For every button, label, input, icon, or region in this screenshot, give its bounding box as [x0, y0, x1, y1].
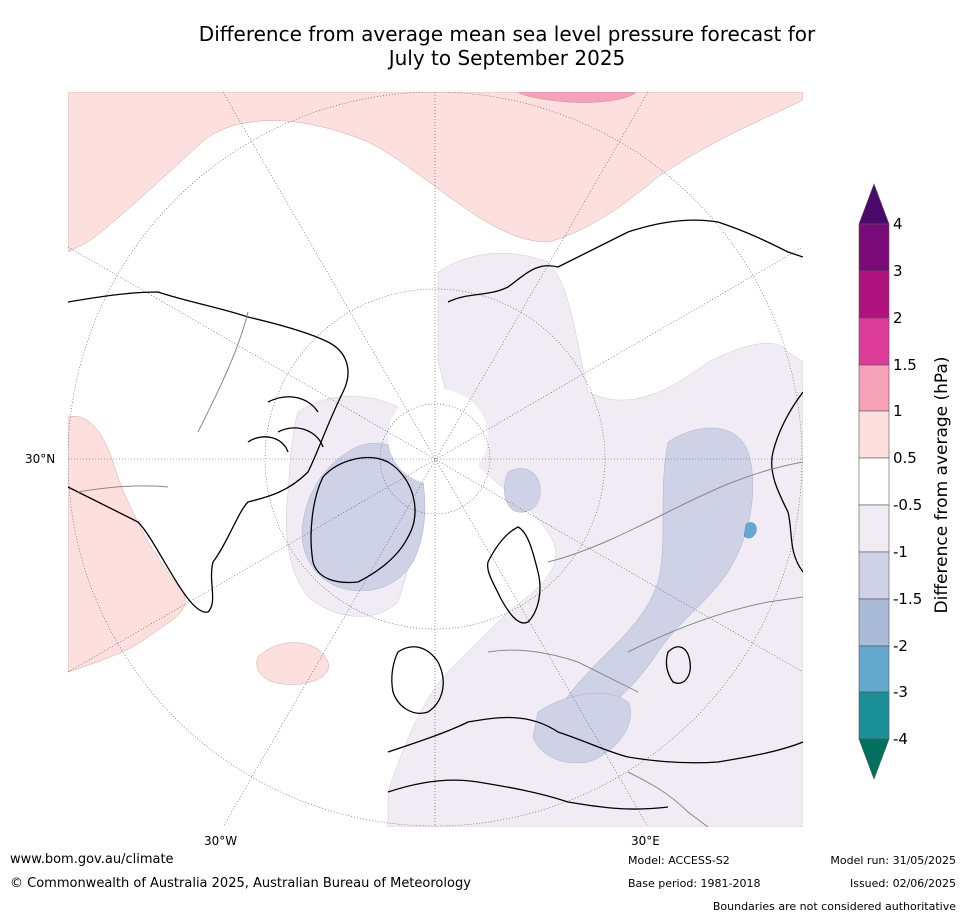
- colorbar-tick-3: 3: [893, 262, 903, 280]
- coast-greenland: [310, 457, 416, 584]
- coast-europe-west: [391, 646, 444, 714]
- colorbar-segment-1-to-1.5: [858, 364, 890, 412]
- footer-boundaries-note: Boundaries are not considered authoritat…: [712, 900, 956, 913]
- colorbar-tick-minus0.5: -0.5: [893, 496, 923, 514]
- footer-issued: Issued: 02/06/2025: [849, 877, 956, 890]
- anomaly-mediterranean: [532, 693, 631, 764]
- lat-label-30n: 30°N: [25, 452, 56, 466]
- footer-url[interactable]: www.bom.gov.au/climate: [10, 852, 174, 867]
- colorbar-segment-minus0.5-to-minus1: [858, 504, 890, 553]
- colorbar-tick-1.5: 1.5: [893, 356, 917, 374]
- chart-title: Difference from average mean sea level p…: [0, 22, 965, 70]
- colorbar-segment-neutral: [858, 457, 890, 506]
- footer-model: Model: ACCESS-S2: [628, 854, 730, 867]
- anomaly-negative-mid: [301, 427, 754, 764]
- footer-base-period: Base period: 1981-2018: [628, 877, 761, 890]
- boundaries: [77, 311, 803, 827]
- colorbar-segment-3-to-4: [858, 223, 890, 272]
- colorbar-segment-below-minus4: [858, 738, 890, 780]
- anomaly-north-pink: [517, 92, 637, 103]
- colorbar-segments: [858, 183, 890, 780]
- colorbar-tick-minus2: -2: [893, 637, 908, 655]
- coast-mediterranean: [387, 716, 803, 764]
- colorbar-tick-2: 2: [893, 309, 903, 327]
- colorbar-title: Difference from average (hPa): [932, 356, 952, 614]
- boundary-canada-us: [77, 485, 169, 493]
- anomaly-lake-baikal: [743, 522, 757, 539]
- meridian-60a: [68, 246, 803, 673]
- colorbar-tick-minus1.5: -1.5: [893, 590, 923, 608]
- colorbar-segment-minus3-to-minus4: [858, 691, 890, 740]
- arctic-circle-gap: [388, 389, 488, 485]
- map-svg: [68, 92, 803, 827]
- boundary-europe: [487, 649, 639, 693]
- coast-scandinavia: [487, 526, 541, 624]
- anomaly-atlantic: [256, 642, 329, 685]
- boundary-russia: [547, 461, 803, 563]
- colorbar-segment-minus1.5-to-minus2: [858, 598, 890, 647]
- colorbar-segment-1.5-to-2: [858, 317, 890, 366]
- map-panel: [68, 92, 803, 827]
- coast-eurasia-north: [447, 219, 803, 303]
- anomaly-scandinavia: [504, 468, 541, 513]
- anomaly-positive: [68, 92, 803, 685]
- boundary-alaska: [197, 311, 249, 433]
- meridian-30b: [222, 92, 649, 827]
- coastlines: [68, 219, 803, 810]
- lon-label-30w: 30°W: [204, 834, 238, 848]
- coast-east-asia: [771, 391, 803, 573]
- coast-north-america: [68, 291, 349, 613]
- colorbar-segment-2-to-3: [858, 270, 890, 319]
- colorbar-tick-4: 4: [893, 215, 903, 233]
- coast-africa-north: [387, 779, 669, 810]
- colorbar-tick-0.5: 0.5: [893, 449, 917, 467]
- lon-label-30e: 30°E: [631, 834, 660, 848]
- title-line-1: Difference from average mean sea level p…: [198, 22, 816, 46]
- colorbar-segment-above-4: [858, 183, 890, 225]
- title-line-2: July to September 2025: [388, 46, 626, 70]
- colorbar-tick-minus3: -3: [893, 683, 908, 701]
- boundary-china: [627, 596, 803, 653]
- colorbar-tick-minus4: -4: [893, 730, 908, 748]
- footer-model-run: Model run: 31/05/2025: [830, 854, 956, 867]
- lat-circle-30: [68, 92, 803, 827]
- colorbar-segment-0.5-to-1: [858, 410, 890, 459]
- anomaly-pacific-north: [68, 92, 803, 253]
- colorbar-tick-minus1: -1: [893, 543, 908, 561]
- boundary-middle-east: [627, 771, 709, 827]
- colorbar-segment-minus2-to-minus3: [858, 645, 890, 693]
- colorbar-segment-minus1-to-minus1.5: [858, 551, 890, 600]
- coast-canadian-arctic: [247, 396, 324, 453]
- meridian-30a: [222, 92, 649, 827]
- footer-copyright: © Commonwealth of Australia 2025, Austra…: [10, 876, 471, 891]
- colorbar-tick-1: 1: [893, 402, 903, 420]
- coast-caspian: [665, 646, 691, 684]
